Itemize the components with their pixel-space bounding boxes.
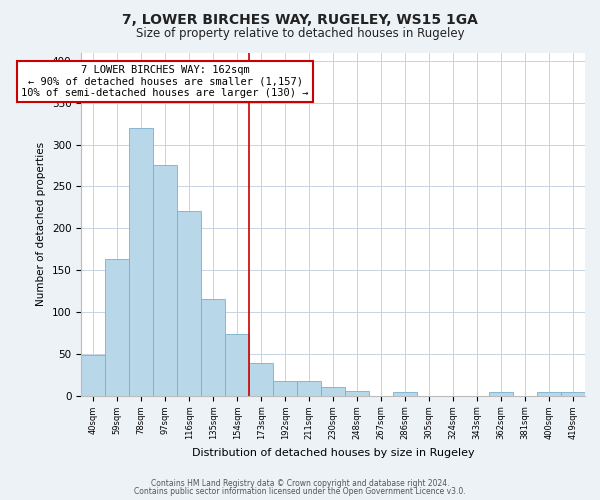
Bar <box>537 392 561 396</box>
Bar <box>105 259 129 396</box>
Bar <box>273 380 297 396</box>
Text: Size of property relative to detached houses in Rugeley: Size of property relative to detached ho… <box>136 28 464 40</box>
Y-axis label: Number of detached properties: Number of detached properties <box>36 142 46 306</box>
Text: Contains public sector information licensed under the Open Government Licence v3: Contains public sector information licen… <box>134 488 466 496</box>
Bar <box>249 363 273 396</box>
Bar <box>561 392 585 396</box>
Bar <box>201 300 225 396</box>
Bar <box>489 392 513 396</box>
Text: 7 LOWER BIRCHES WAY: 162sqm
← 90% of detached houses are smaller (1,157)
10% of : 7 LOWER BIRCHES WAY: 162sqm ← 90% of det… <box>22 65 309 98</box>
Bar <box>345 390 369 396</box>
Bar <box>129 128 153 396</box>
Bar <box>153 164 177 396</box>
Text: 7, LOWER BIRCHES WAY, RUGELEY, WS15 1GA: 7, LOWER BIRCHES WAY, RUGELEY, WS15 1GA <box>122 12 478 26</box>
Bar <box>81 354 105 396</box>
Bar <box>393 392 417 396</box>
Bar <box>321 387 345 396</box>
X-axis label: Distribution of detached houses by size in Rugeley: Distribution of detached houses by size … <box>192 448 475 458</box>
Bar <box>225 334 249 396</box>
Bar <box>177 212 201 396</box>
Text: Contains HM Land Registry data © Crown copyright and database right 2024.: Contains HM Land Registry data © Crown c… <box>151 478 449 488</box>
Bar <box>297 380 321 396</box>
